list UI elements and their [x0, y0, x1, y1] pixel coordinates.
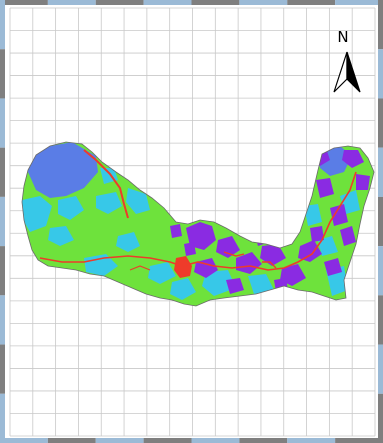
- frame-segment: [47, 438, 96, 443]
- frame-segment: [378, 344, 383, 394]
- frame-segment: [335, 438, 383, 443]
- frame-segment: [191, 0, 240, 5]
- frame-segment: [0, 98, 5, 148]
- frame-segment: [47, 0, 96, 5]
- frame-segment: [287, 0, 336, 5]
- frame-segment: [239, 438, 288, 443]
- frame-segment: [0, 0, 48, 5]
- frame-segment: [95, 0, 144, 5]
- frame-segment: [335, 0, 383, 5]
- north-arrow-right-half: [346, 51, 361, 93]
- frame-segment: [0, 196, 5, 247]
- frame-segment: [0, 246, 5, 296]
- frame-segment: [143, 438, 192, 443]
- frame-segment: [191, 438, 240, 443]
- frame-segment: [378, 98, 383, 148]
- frame-segment: [0, 295, 5, 345]
- class-red-features: [39, 149, 357, 278]
- north-arrow-label: N: [337, 28, 348, 46]
- frame-segment: [0, 147, 5, 197]
- frame-segment: [378, 393, 383, 443]
- frame-segment: [0, 393, 5, 443]
- frame-segment: [0, 0, 5, 50]
- frame-segment: [143, 0, 192, 5]
- class-purple-areas: [170, 148, 370, 294]
- frame-segment: [378, 246, 383, 296]
- frame-segment: [95, 438, 144, 443]
- frame-segment: [378, 49, 383, 99]
- frame-segment: [0, 438, 48, 443]
- north-arrow: N: [333, 28, 361, 93]
- frame-segment: [378, 147, 383, 197]
- frame-segment: [287, 438, 336, 443]
- frame-segment: [378, 0, 383, 50]
- frame-segment: [378, 196, 383, 247]
- frame-segment: [239, 0, 288, 5]
- frame-segment: [0, 49, 5, 99]
- frame-segment: [0, 344, 5, 394]
- frame-segment: [378, 295, 383, 345]
